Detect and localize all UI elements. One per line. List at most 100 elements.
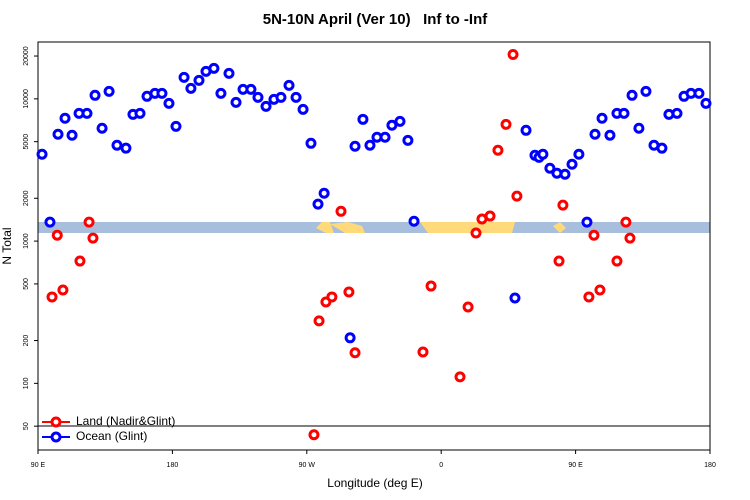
point	[290, 91, 302, 103]
point	[313, 315, 325, 327]
point	[170, 120, 182, 132]
plot-frame	[37, 41, 711, 451]
legend-marker	[50, 416, 62, 428]
x-tick-label: 90 W	[299, 462, 316, 469]
point	[408, 215, 420, 227]
point	[594, 284, 606, 296]
point	[36, 148, 48, 160]
point	[208, 62, 220, 74]
legend-label: Ocean (Glint)	[76, 429, 147, 443]
point	[260, 100, 272, 112]
point	[573, 148, 585, 160]
point	[308, 429, 320, 441]
point	[81, 107, 93, 119]
point	[596, 112, 608, 124]
point	[589, 128, 601, 140]
point	[588, 229, 600, 241]
point	[581, 216, 593, 228]
point	[215, 87, 227, 99]
x-tick-label: 90 E	[31, 462, 46, 469]
point	[557, 199, 569, 211]
point	[103, 85, 115, 97]
y-tick-label: 5000	[23, 134, 30, 150]
point	[484, 210, 496, 222]
point	[604, 129, 616, 141]
point	[178, 71, 190, 83]
point	[700, 97, 712, 109]
point	[633, 122, 645, 134]
y-tick-label: 500	[23, 278, 30, 290]
point	[454, 371, 466, 383]
point	[618, 107, 630, 119]
point	[693, 87, 705, 99]
point	[402, 134, 414, 146]
point	[230, 96, 242, 108]
point	[500, 118, 512, 130]
point	[492, 144, 504, 156]
point	[640, 85, 652, 97]
point	[326, 291, 338, 303]
point	[566, 158, 578, 170]
point	[52, 128, 64, 140]
point	[252, 91, 264, 103]
point	[335, 205, 347, 217]
chart-title: 5N-10N April (Ver 10) Inf to -Inf	[263, 11, 488, 28]
point	[305, 137, 317, 149]
x-axis-label: Longitude (deg E)	[327, 476, 422, 490]
point	[57, 284, 69, 296]
point	[111, 139, 123, 151]
point	[537, 148, 549, 160]
point	[417, 346, 429, 358]
point	[583, 291, 595, 303]
point	[379, 131, 391, 143]
map-strip	[38, 222, 710, 233]
x-tick-label: 180	[167, 462, 179, 469]
point	[134, 107, 146, 119]
point	[511, 190, 523, 202]
y-tick-label: 1000	[23, 233, 30, 249]
point	[89, 89, 101, 101]
point	[120, 142, 132, 154]
point	[559, 168, 571, 180]
point	[83, 216, 95, 228]
point	[318, 187, 330, 199]
point	[349, 140, 361, 152]
point	[425, 280, 437, 292]
point	[297, 103, 309, 115]
point	[364, 139, 376, 151]
legend-marker	[50, 431, 62, 443]
point	[520, 124, 532, 136]
y-tick-label: 200	[23, 335, 30, 347]
point	[611, 255, 623, 267]
point	[343, 286, 355, 298]
point	[96, 122, 108, 134]
point	[245, 83, 257, 95]
point	[275, 91, 287, 103]
point	[59, 112, 71, 124]
x-tick-label: 180	[704, 462, 716, 469]
point	[156, 87, 168, 99]
point	[44, 216, 56, 228]
point	[223, 67, 235, 79]
x-tick-label: 90 E	[568, 462, 583, 469]
point	[509, 292, 521, 304]
point	[462, 301, 474, 313]
point	[87, 232, 99, 244]
point	[620, 216, 632, 228]
y-tick-label: 2000	[23, 190, 30, 206]
point	[312, 198, 324, 210]
point	[283, 79, 295, 91]
point	[185, 82, 197, 94]
point	[470, 227, 482, 239]
point	[507, 49, 519, 61]
point	[624, 232, 636, 244]
point	[626, 89, 638, 101]
point	[349, 347, 361, 359]
y-axis-label: N Total	[0, 227, 14, 264]
y-tick-label: 20000	[23, 46, 30, 66]
point	[51, 229, 63, 241]
point	[344, 332, 356, 344]
point	[553, 255, 565, 267]
point	[74, 255, 86, 267]
